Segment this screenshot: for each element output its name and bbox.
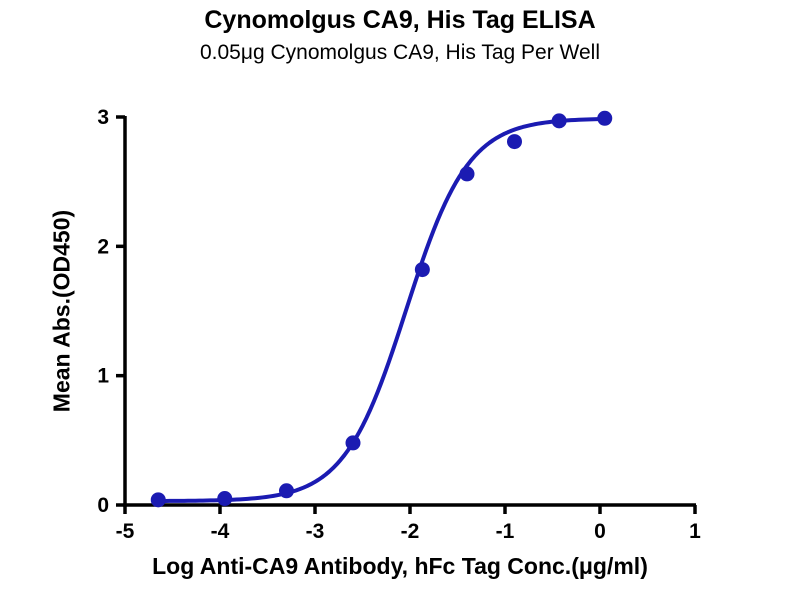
- chart-title: Cynomolgus CA9, His Tag ELISA: [204, 6, 596, 34]
- data-point: [150, 492, 166, 508]
- data-point: [279, 483, 294, 499]
- y-tick-label: 0: [97, 494, 109, 517]
- x-tick-label: -5: [116, 520, 135, 543]
- chart-subtitle: 0.05μg Cynomolgus CA9, His Tag Per Well: [199, 41, 600, 64]
- y-tick-label: 2: [97, 235, 109, 258]
- y-tick-label: 1: [97, 365, 109, 388]
- data-point: [597, 110, 613, 126]
- x-tick-label: 0: [594, 520, 606, 543]
- y-tick-label: 3: [97, 106, 109, 129]
- x-tick-label: -3: [306, 520, 325, 543]
- data-point: [551, 113, 567, 129]
- x-tick-label: -1: [496, 520, 515, 543]
- x-axis-label: Log Anti-CA9 Antibody, hFc Tag Conc.(μg/…: [152, 553, 648, 579]
- data-point: [217, 491, 233, 507]
- x-tick-label: 1: [689, 520, 701, 543]
- x-tick-label: -4: [211, 520, 230, 543]
- data-point: [507, 134, 522, 150]
- x-tick-label: -2: [401, 520, 420, 543]
- data-point: [459, 166, 475, 182]
- data-point: [414, 262, 430, 278]
- data-point: [345, 435, 361, 451]
- fit-curve: [156, 116, 607, 503]
